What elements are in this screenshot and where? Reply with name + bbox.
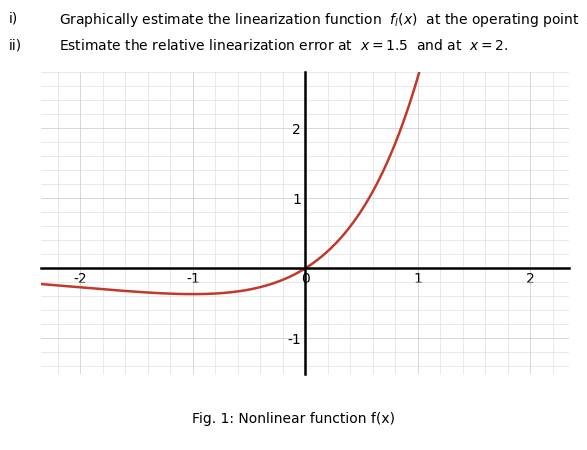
Text: ii): ii) [9, 38, 22, 52]
Text: Estimate the relative linearization error at  $x = 1.5$  and at  $x = 2$.: Estimate the relative linearization erro… [59, 38, 508, 53]
Text: Fig. 1: Nonlinear function f(x): Fig. 1: Nonlinear function f(x) [192, 411, 395, 426]
Text: i): i) [9, 11, 18, 25]
Text: Graphically estimate the linearization function  $f_l(x)$  at the operating poin: Graphically estimate the linearization f… [59, 11, 587, 29]
